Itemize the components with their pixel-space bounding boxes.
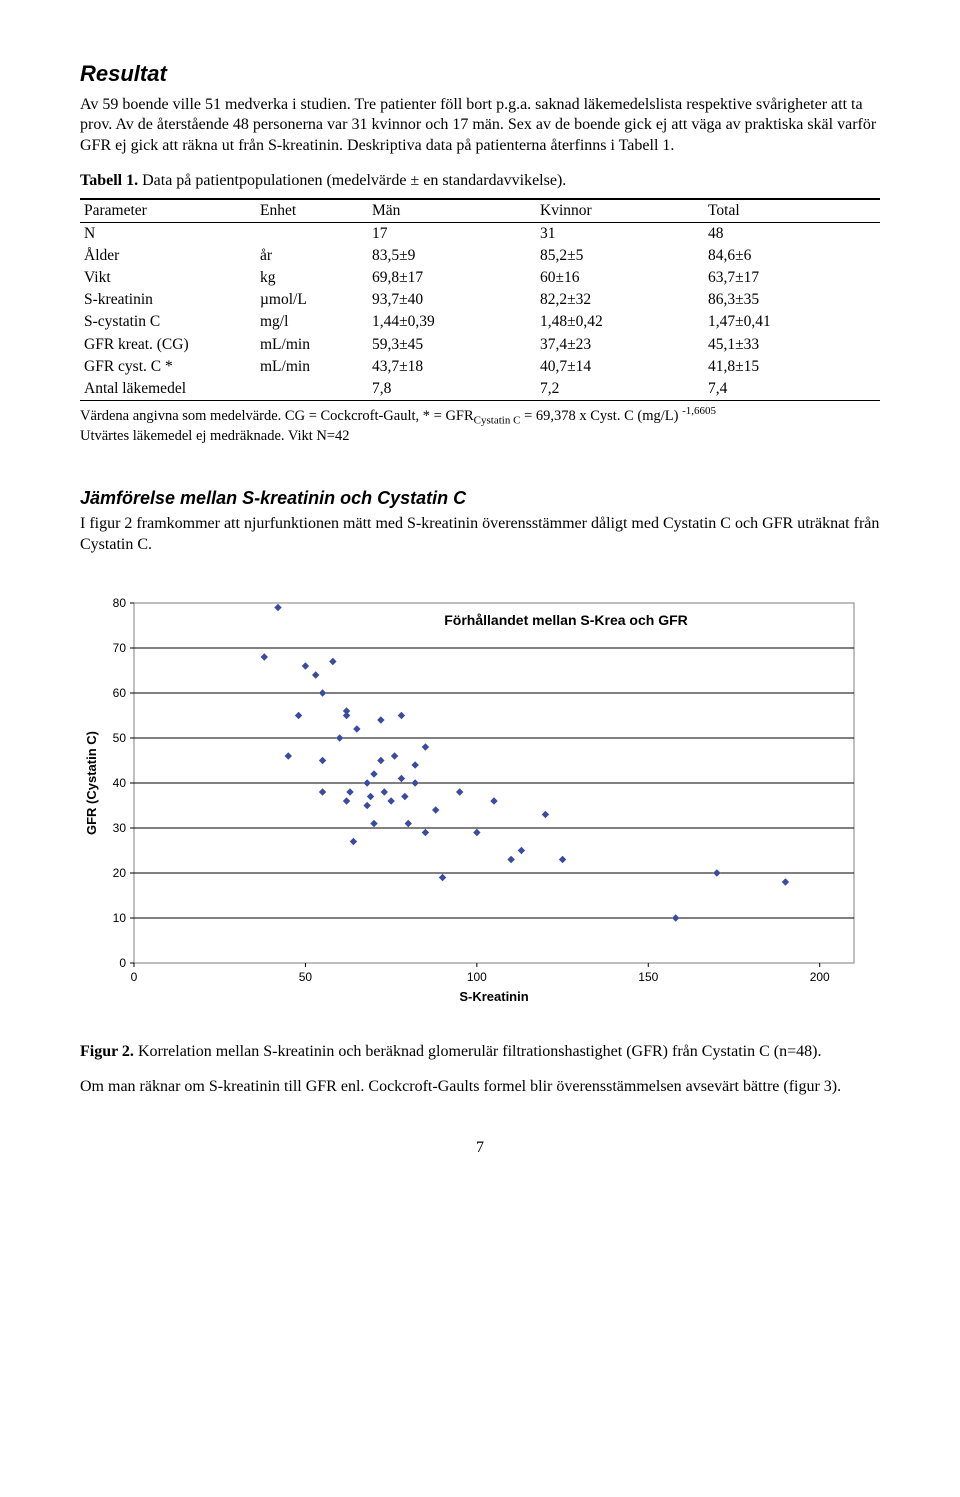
table-row: N 173148 [80,222,880,245]
col-men: Män [368,199,536,223]
svg-text:10: 10 [113,911,127,925]
intro-paragraph: Av 59 boende ville 51 medverka i studien… [80,95,880,157]
table-cell: S-kreatinin [80,289,256,311]
footnote-line2: Utvärtes läkemedel ej medräknade. Vikt N… [80,428,350,444]
svg-text:GFR (Cystatin C): GFR (Cystatin C) [84,731,99,835]
results-heading: Resultat [80,60,880,89]
svg-text:100: 100 [467,970,487,984]
table-cell: Antal läkemedel [80,378,256,401]
table-cell: 84,6±6 [704,245,880,267]
table-cell [256,378,368,401]
svg-text:70: 70 [113,641,127,655]
footnote-sup: -1,6605 [682,405,716,417]
svg-text:0: 0 [131,970,138,984]
table-row: S-kreatininµmol/L93,7±4082,2±3286,3±35 [80,289,880,311]
scatter-chart-wrapper: 0 10 20 30 40 50 60 70 80 0 50 100 150 200 S-Kreatinin… [80,593,880,1020]
table-cell: 82,2±32 [536,289,704,311]
patient-data-table: Parameter Enhet Män Kvinnor Total N17314… [80,198,880,401]
svg-text:50: 50 [299,970,313,984]
table-cell: 31 [536,222,704,245]
footnote-line1-a: Värdena angivna som medelvärde. CG = Coc… [80,408,474,424]
table-cell: 85,2±5 [536,245,704,267]
col-unit: Enhet [256,199,368,223]
table-cell: N [80,222,256,245]
table-cell: GFR kreat. (CG) [80,334,256,356]
table-cell: 1,47±0,41 [704,311,880,333]
svg-text:S-Kreatinin: S-Kreatinin [459,989,528,1004]
table-cell: 7,4 [704,378,880,401]
table-cell: 17 [368,222,536,245]
col-total: Total [704,199,880,223]
table-cell: mL/min [256,334,368,356]
table-cell: 43,7±18 [368,356,536,378]
table-cell: 37,4±23 [536,334,704,356]
table-row: S-cystatin Cmg/l1,44±0,391,48±0,421,47±0… [80,311,880,333]
table-cell: 93,7±40 [368,289,536,311]
col-parameter: Parameter [80,199,256,223]
svg-text:30: 30 [113,821,127,835]
svg-text:80: 80 [113,596,127,610]
table-cell: 1,44±0,39 [368,311,536,333]
svg-text:200: 200 [810,970,830,984]
footnote-line1-b: = 69,378 x Cyst. C (mg/L) [520,408,682,424]
svg-text:20: 20 [113,866,127,880]
table-cell: 86,3±35 [704,289,880,311]
table-row: GFR kreat. (CG)mL/min59,3±4537,4±2345,1±… [80,334,880,356]
table-row: Ålderår83,5±985,2±584,6±6 [80,245,880,267]
table-cell: Vikt [80,267,256,289]
figure-caption-label: Figur 2. [80,1043,134,1060]
table-cell: Ålder [80,245,256,267]
comparison-heading: Jämförelse mellan S-kreatinin och Cystat… [80,487,880,510]
table-cell: 41,8±15 [704,356,880,378]
table-cell: 1,48±0,42 [536,311,704,333]
table-caption: Tabell 1. Data på patientpopulationen (m… [80,171,880,192]
closing-paragraph: Om man räknar om S-kreatinin till GFR en… [80,1077,880,1098]
table-footnote: Värdena angivna som medelvärde. CG = Coc… [80,405,880,445]
comparison-paragraph: I figur 2 framkommer att njurfunktionen … [80,514,880,556]
table-row: Antal läkemedel 7,87,27,4 [80,378,880,401]
table-caption-label: Tabell 1. [80,172,138,189]
table-cell: mg/l [256,311,368,333]
table-cell [256,222,368,245]
page-number: 7 [80,1138,880,1159]
col-women: Kvinnor [536,199,704,223]
table-cell: år [256,245,368,267]
table-cell: 59,3±45 [368,334,536,356]
table-cell: 40,7±14 [536,356,704,378]
table-cell: 7,2 [536,378,704,401]
table-cell: 69,8±17 [368,267,536,289]
table-cell: 83,5±9 [368,245,536,267]
table-row: GFR cyst. C *mL/min43,7±1840,7±1441,8±15 [80,356,880,378]
table-cell: 7,8 [368,378,536,401]
table-cell: µmol/L [256,289,368,311]
table-cell: 45,1±33 [704,334,880,356]
figure-caption: Figur 2. Korrelation mellan S-kreatinin … [80,1042,880,1063]
table-caption-text: Data på patientpopulationen (medelvärde … [138,172,566,189]
svg-text:40: 40 [113,776,127,790]
table-cell: 48 [704,222,880,245]
table-cell: S-cystatin C [80,311,256,333]
table-cell: GFR cyst. C * [80,356,256,378]
svg-text:50: 50 [113,731,127,745]
table-cell: mL/min [256,356,368,378]
svg-text:Förhållandet mellan S-Krea och: Förhållandet mellan S-Krea och GFR [444,612,688,628]
figure-caption-text: Korrelation mellan S-kreatinin och beräk… [134,1043,822,1060]
svg-text:60: 60 [113,686,127,700]
table-cell: kg [256,267,368,289]
scatter-chart: 0 10 20 30 40 50 60 70 80 0 50 100 150 200 S-Kreatinin… [80,593,868,1013]
table-cell: 63,7±17 [704,267,880,289]
table-cell: 60±16 [536,267,704,289]
table-header-row: Parameter Enhet Män Kvinnor Total [80,199,880,223]
table-row: Viktkg69,8±1760±1663,7±17 [80,267,880,289]
svg-text:150: 150 [638,970,658,984]
svg-text:0: 0 [119,956,126,970]
footnote-sub: Cystatin C [474,415,521,427]
